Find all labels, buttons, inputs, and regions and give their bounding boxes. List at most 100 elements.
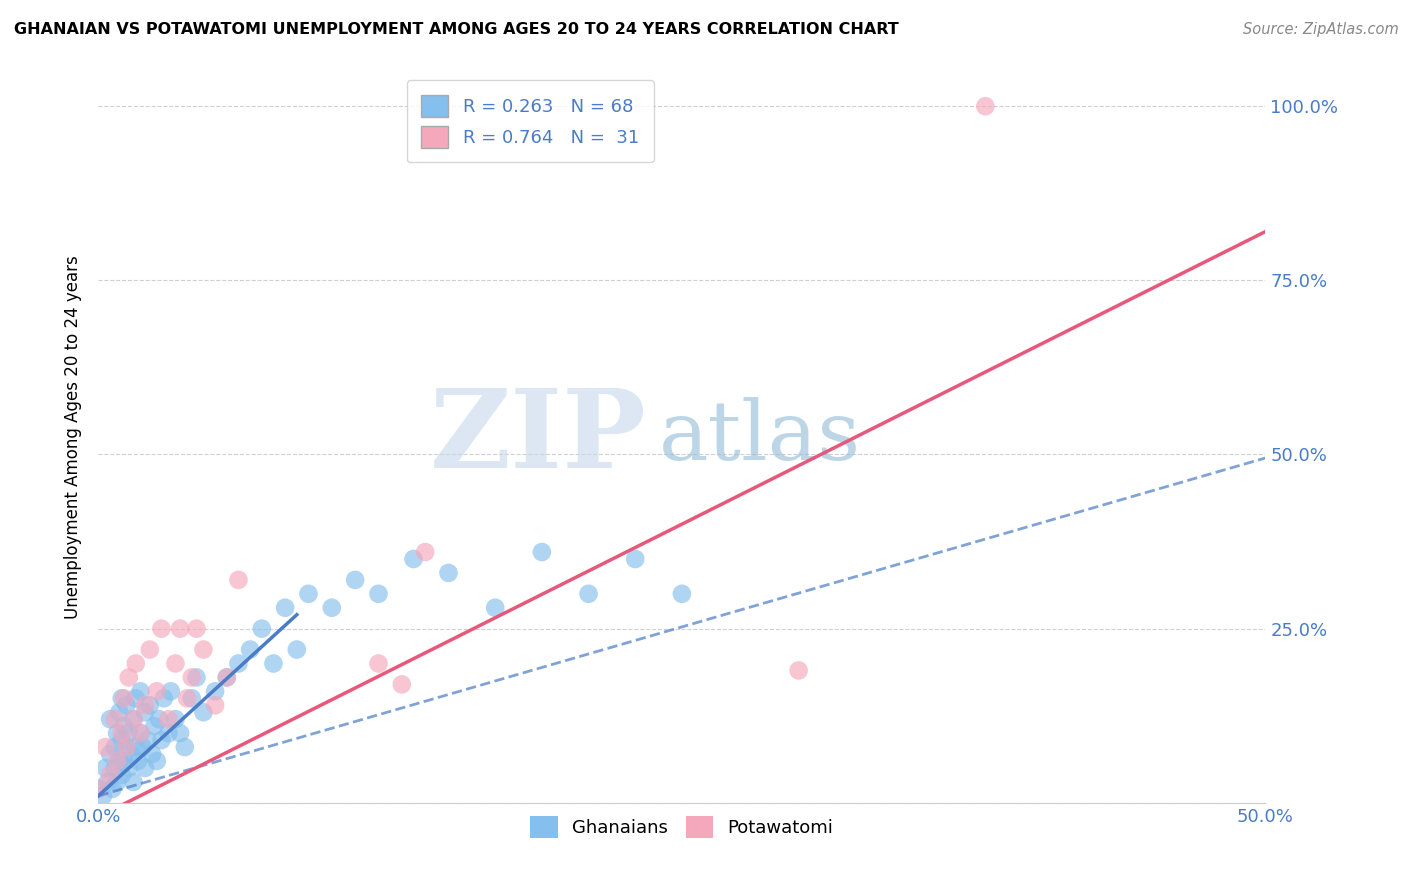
Point xyxy=(671,587,693,601)
Point xyxy=(104,740,127,755)
Point xyxy=(239,642,262,657)
Text: ZIP: ZIP xyxy=(430,384,647,491)
Point xyxy=(150,733,173,747)
Point xyxy=(127,754,149,768)
Point xyxy=(87,781,110,796)
Point xyxy=(215,670,238,684)
Point xyxy=(98,768,121,782)
Point xyxy=(146,684,169,698)
Point xyxy=(122,712,145,726)
Point xyxy=(132,740,155,755)
Point xyxy=(321,600,343,615)
Point xyxy=(262,657,284,671)
Point xyxy=(204,698,226,713)
Point xyxy=(129,726,152,740)
Point xyxy=(112,719,135,733)
Point xyxy=(134,698,156,713)
Point xyxy=(105,754,128,768)
Point xyxy=(530,545,553,559)
Point xyxy=(118,761,141,775)
Point xyxy=(228,573,250,587)
Text: atlas: atlas xyxy=(658,397,860,477)
Point xyxy=(125,657,148,671)
Point xyxy=(169,622,191,636)
Point xyxy=(98,712,121,726)
Point xyxy=(98,747,121,761)
Point xyxy=(111,691,134,706)
Point xyxy=(134,705,156,719)
Point xyxy=(250,622,273,636)
Point xyxy=(367,587,389,601)
Point xyxy=(367,657,389,671)
Point xyxy=(125,691,148,706)
Point xyxy=(165,657,187,671)
Point xyxy=(159,684,181,698)
Point xyxy=(391,677,413,691)
Point xyxy=(120,747,142,761)
Point xyxy=(204,684,226,698)
Point xyxy=(157,712,180,726)
Point xyxy=(115,740,138,755)
Point xyxy=(437,566,460,580)
Text: Source: ZipAtlas.com: Source: ZipAtlas.com xyxy=(1243,22,1399,37)
Point xyxy=(105,775,128,789)
Point xyxy=(91,789,114,803)
Point xyxy=(105,726,128,740)
Point xyxy=(176,691,198,706)
Point xyxy=(484,600,506,615)
Point xyxy=(165,712,187,726)
Text: GHANAIAN VS POTAWATOMI UNEMPLOYMENT AMONG AGES 20 TO 24 YEARS CORRELATION CHART: GHANAIAN VS POTAWATOMI UNEMPLOYMENT AMON… xyxy=(14,22,898,37)
Point xyxy=(112,754,135,768)
Point xyxy=(118,670,141,684)
Point xyxy=(129,684,152,698)
Point xyxy=(101,781,124,796)
Point xyxy=(180,691,202,706)
Point xyxy=(134,761,156,775)
Point xyxy=(111,726,134,740)
Point xyxy=(104,761,127,775)
Point xyxy=(111,733,134,747)
Point xyxy=(344,573,367,587)
Point xyxy=(104,712,127,726)
Y-axis label: Unemployment Among Ages 20 to 24 years: Unemployment Among Ages 20 to 24 years xyxy=(65,255,83,619)
Point xyxy=(974,99,997,113)
Point xyxy=(297,587,319,601)
Point xyxy=(274,600,297,615)
Point xyxy=(787,664,810,678)
Point xyxy=(115,740,138,755)
Point xyxy=(94,740,117,755)
Point xyxy=(143,719,166,733)
Point xyxy=(108,705,131,719)
Point xyxy=(139,698,162,713)
Point xyxy=(118,726,141,740)
Point xyxy=(169,726,191,740)
Point xyxy=(108,754,131,768)
Point xyxy=(578,587,600,601)
Point xyxy=(136,733,159,747)
Point xyxy=(129,726,152,740)
Point xyxy=(228,657,250,671)
Point xyxy=(150,622,173,636)
Point xyxy=(402,552,425,566)
Point xyxy=(122,712,145,726)
Point xyxy=(112,691,135,706)
Point xyxy=(97,775,120,789)
Point xyxy=(186,622,208,636)
Point xyxy=(139,642,162,657)
Point xyxy=(193,705,215,719)
Point xyxy=(186,670,208,684)
Point xyxy=(148,712,170,726)
Point xyxy=(215,670,238,684)
Point xyxy=(180,670,202,684)
Point xyxy=(193,642,215,657)
Legend: Ghanaians, Potawatomi: Ghanaians, Potawatomi xyxy=(523,808,841,845)
Point xyxy=(285,642,308,657)
Point xyxy=(157,726,180,740)
Point xyxy=(141,747,163,761)
Point xyxy=(87,781,110,796)
Point xyxy=(624,552,647,566)
Point xyxy=(94,761,117,775)
Point xyxy=(146,754,169,768)
Point xyxy=(173,740,195,755)
Point xyxy=(111,768,134,782)
